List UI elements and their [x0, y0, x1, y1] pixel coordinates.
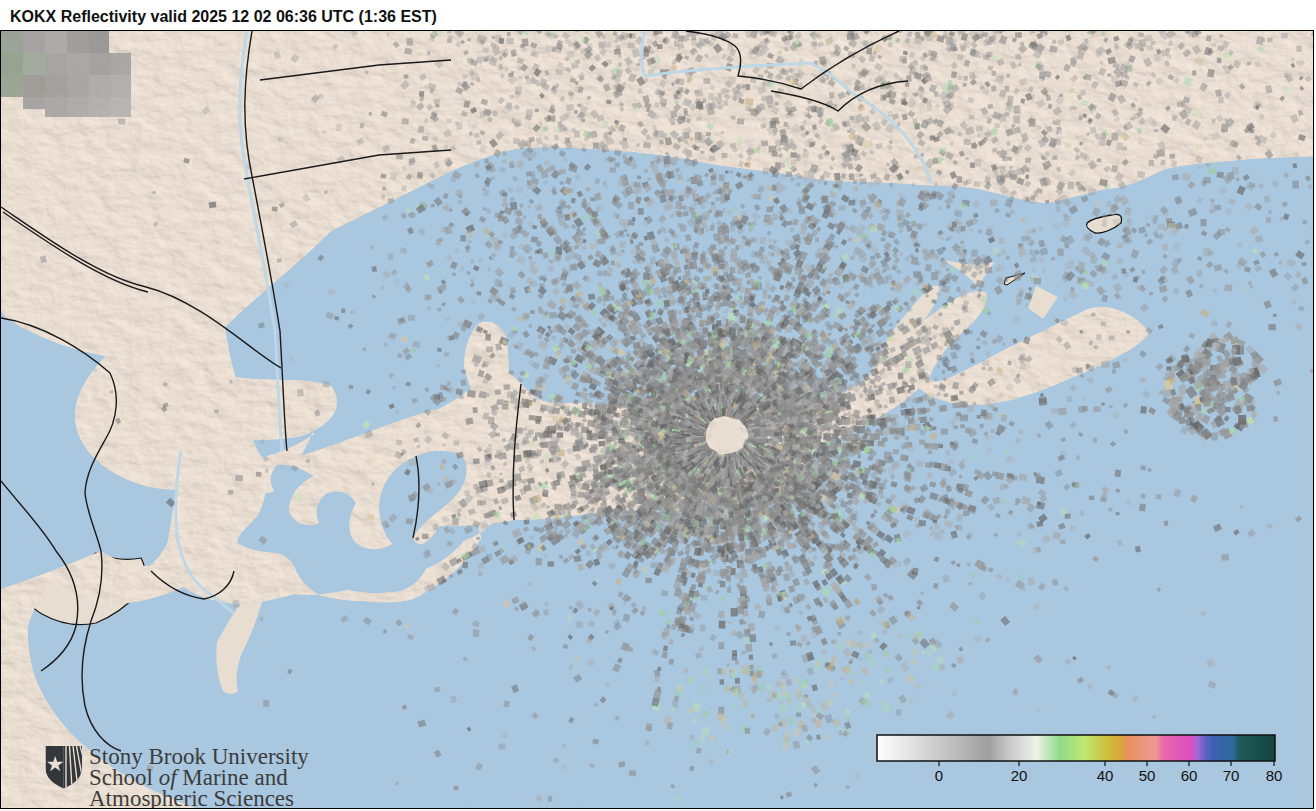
svg-text:Atmospheric Sciences: Atmospheric Sciences — [89, 786, 294, 809]
svg-text:50: 50 — [1139, 767, 1156, 784]
svg-text:70: 70 — [1223, 767, 1240, 784]
svg-text:40: 40 — [1097, 767, 1114, 784]
svg-text:0: 0 — [935, 767, 943, 784]
svg-text:80: 80 — [1266, 767, 1283, 784]
svg-text:60: 60 — [1181, 767, 1198, 784]
svg-text:20: 20 — [1011, 767, 1028, 784]
